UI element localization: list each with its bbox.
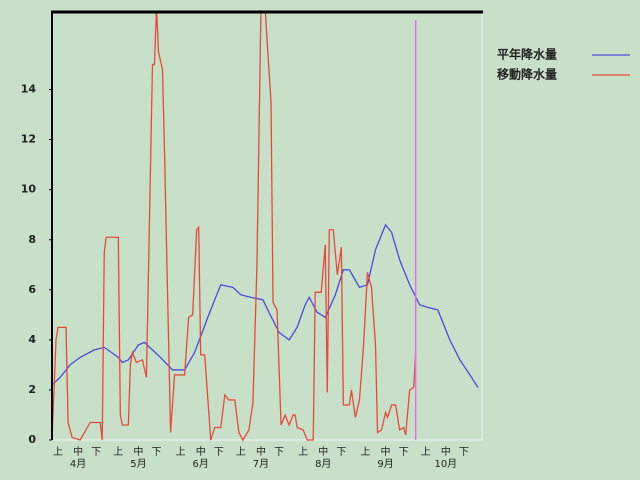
y-tick-label: 6 (28, 283, 36, 296)
month-label: 8月 (315, 458, 331, 470)
plot-area (52, 12, 479, 442)
series-line (52, 223, 479, 388)
x-tick-label: 中 (256, 445, 266, 458)
y-tick-label: 4 (28, 333, 36, 346)
x-tick-label: 中 (196, 445, 206, 458)
month-label: 4月 (70, 458, 86, 470)
x-tick-label: 下 (459, 447, 469, 458)
x-tick-label: 下 (274, 447, 284, 458)
x-tick-label: 下 (214, 447, 224, 458)
x-tick-label: 上 (360, 446, 370, 458)
x-tick-label: 上 (236, 446, 246, 458)
month-label: 5月 (130, 458, 146, 470)
y-tick-label: 0 (28, 433, 36, 446)
legend-label: 平年降水量 (497, 47, 557, 62)
month-label: 7月 (253, 458, 269, 470)
x-tick-label: 下 (336, 447, 346, 458)
y-tick-label: 8 (28, 233, 36, 246)
x-tick-label: 中 (318, 445, 328, 458)
x-tick-label: 下 (91, 447, 101, 458)
x-tick-label: 上 (421, 446, 431, 458)
y-tick-label: 14 (21, 83, 37, 96)
legend-label: 移動降水量 (497, 67, 557, 82)
x-tick-label: 下 (151, 447, 161, 458)
x-tick-label: 上 (53, 446, 63, 458)
x-tick-label: 上 (298, 446, 308, 458)
x-tick-label: 中 (73, 445, 83, 458)
x-tick-label: 下 (399, 447, 409, 458)
x-tick-label: 中 (441, 445, 451, 458)
x-tick-label: 上 (113, 446, 123, 458)
month-label: 6月 (193, 458, 209, 470)
month-label: 10月 (434, 458, 457, 470)
x-tick-label: 上 (176, 446, 186, 458)
y-tick-label: 12 (21, 133, 36, 146)
y-tick-label: 10 (21, 183, 37, 196)
series-line (52, 12, 417, 442)
y-tick-label: 2 (28, 383, 36, 396)
x-tick-label: 中 (133, 445, 143, 458)
x-tick-label: 中 (381, 445, 391, 458)
month-label: 9月 (377, 458, 393, 470)
